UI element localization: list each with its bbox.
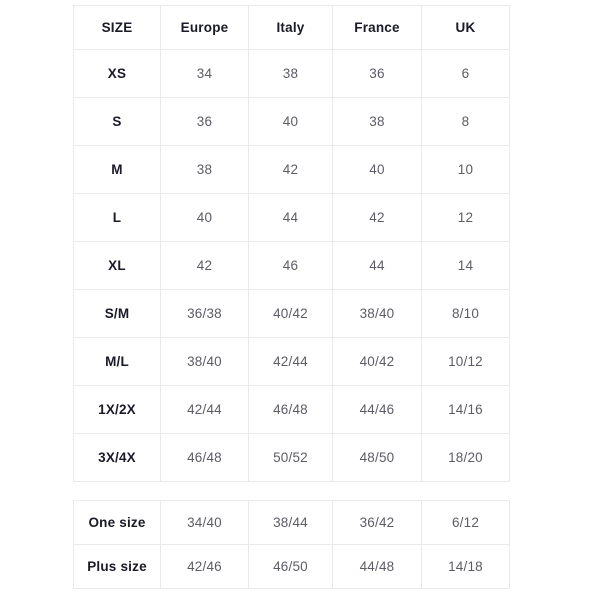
table-row: M 38 42 40 10 <box>73 145 510 194</box>
cell-s-france: 38 <box>332 97 422 146</box>
row-label-m: M <box>73 145 161 194</box>
cell-3x-4x-uk: 18/20 <box>421 433 510 482</box>
cell-m-l-europe: 38/40 <box>160 337 249 386</box>
cell-s-m-italy: 40/42 <box>248 289 333 338</box>
table-row: L 40 44 42 12 <box>73 193 510 242</box>
cell-1x-2x-europe: 42/44 <box>160 385 249 434</box>
cell-xs-italy: 38 <box>248 49 333 98</box>
row-label-m-l: M/L <box>73 337 161 386</box>
cell-l-france: 42 <box>332 193 422 242</box>
row-label-l: L <box>73 193 161 242</box>
cell-xl-france: 44 <box>332 241 422 290</box>
row-label-s-m: S/M <box>73 289 161 338</box>
table-row: S 36 40 38 8 <box>73 97 510 146</box>
cell-xl-europe: 42 <box>160 241 249 290</box>
cell-one-size-italy: 38/44 <box>248 500 333 545</box>
cell-s-m-europe: 36/38 <box>160 289 249 338</box>
cell-3x-4x-europe: 46/48 <box>160 433 249 482</box>
cell-s-m-uk: 8/10 <box>421 289 510 338</box>
cell-plus-size-uk: 14/18 <box>421 544 510 589</box>
cell-1x-2x-france: 44/46 <box>332 385 422 434</box>
cell-3x-4x-france: 48/50 <box>332 433 422 482</box>
cell-plus-size-france: 44/48 <box>332 544 422 589</box>
main-size-table-body: XS 34 38 36 6 S 36 40 38 8 M 38 42 40 10 <box>73 49 510 482</box>
cell-one-size-france: 36/42 <box>332 500 422 545</box>
row-label-one-size: One size <box>73 500 161 545</box>
cell-3x-4x-italy: 50/52 <box>248 433 333 482</box>
cell-plus-size-europe: 42/46 <box>160 544 249 589</box>
cell-l-europe: 40 <box>160 193 249 242</box>
table-row: 3X/4X 46/48 50/52 48/50 18/20 <box>73 433 510 482</box>
row-label-xl: XL <box>73 241 161 290</box>
cell-xs-uk: 6 <box>421 49 510 98</box>
cell-xl-uk: 14 <box>421 241 510 290</box>
cell-1x-2x-uk: 14/16 <box>421 385 510 434</box>
cell-1x-2x-italy: 46/48 <box>248 385 333 434</box>
cell-m-l-uk: 10/12 <box>421 337 510 386</box>
table-row: One size 34/40 38/44 36/42 6/12 <box>73 500 510 545</box>
table-header-row: SIZE Europe Italy France UK <box>73 5 510 50</box>
cell-m-france: 40 <box>332 145 422 194</box>
main-size-table: SIZE Europe Italy France UK XS 34 38 36 … <box>73 5 510 482</box>
cell-plus-size-italy: 46/50 <box>248 544 333 589</box>
cell-s-italy: 40 <box>248 97 333 146</box>
secondary-size-table-body: One size 34/40 38/44 36/42 6/12 Plus siz… <box>73 500 510 589</box>
secondary-size-table: One size 34/40 38/44 36/42 6/12 Plus siz… <box>73 500 510 589</box>
cell-xs-europe: 34 <box>160 49 249 98</box>
row-label-xs: XS <box>73 49 161 98</box>
cell-m-italy: 42 <box>248 145 333 194</box>
column-header-france: France <box>332 5 422 50</box>
table-row: Plus size 42/46 46/50 44/48 14/18 <box>73 544 510 589</box>
cell-m-uk: 10 <box>421 145 510 194</box>
cell-s-m-france: 38/40 <box>332 289 422 338</box>
column-header-italy: Italy <box>248 5 333 50</box>
main-size-table-header: SIZE Europe Italy France UK <box>73 5 510 50</box>
cell-xs-france: 36 <box>332 49 422 98</box>
cell-m-europe: 38 <box>160 145 249 194</box>
cell-xl-italy: 46 <box>248 241 333 290</box>
cell-s-uk: 8 <box>421 97 510 146</box>
column-header-uk: UK <box>421 5 510 50</box>
cell-s-europe: 36 <box>160 97 249 146</box>
table-row: S/M 36/38 40/42 38/40 8/10 <box>73 289 510 338</box>
cell-l-uk: 12 <box>421 193 510 242</box>
row-label-plus-size: Plus size <box>73 544 161 589</box>
row-label-1x-2x: 1X/2X <box>73 385 161 434</box>
row-label-s: S <box>73 97 161 146</box>
cell-one-size-uk: 6/12 <box>421 500 510 545</box>
table-row: XS 34 38 36 6 <box>73 49 510 98</box>
cell-one-size-europe: 34/40 <box>160 500 249 545</box>
column-header-size: SIZE <box>73 5 161 50</box>
cell-l-italy: 44 <box>248 193 333 242</box>
table-row: M/L 38/40 42/44 40/42 10/12 <box>73 337 510 386</box>
cell-m-l-france: 40/42 <box>332 337 422 386</box>
cell-m-l-italy: 42/44 <box>248 337 333 386</box>
table-row: 1X/2X 42/44 46/48 44/46 14/16 <box>73 385 510 434</box>
table-row: XL 42 46 44 14 <box>73 241 510 290</box>
column-header-europe: Europe <box>160 5 249 50</box>
row-label-3x-4x: 3X/4X <box>73 433 161 482</box>
